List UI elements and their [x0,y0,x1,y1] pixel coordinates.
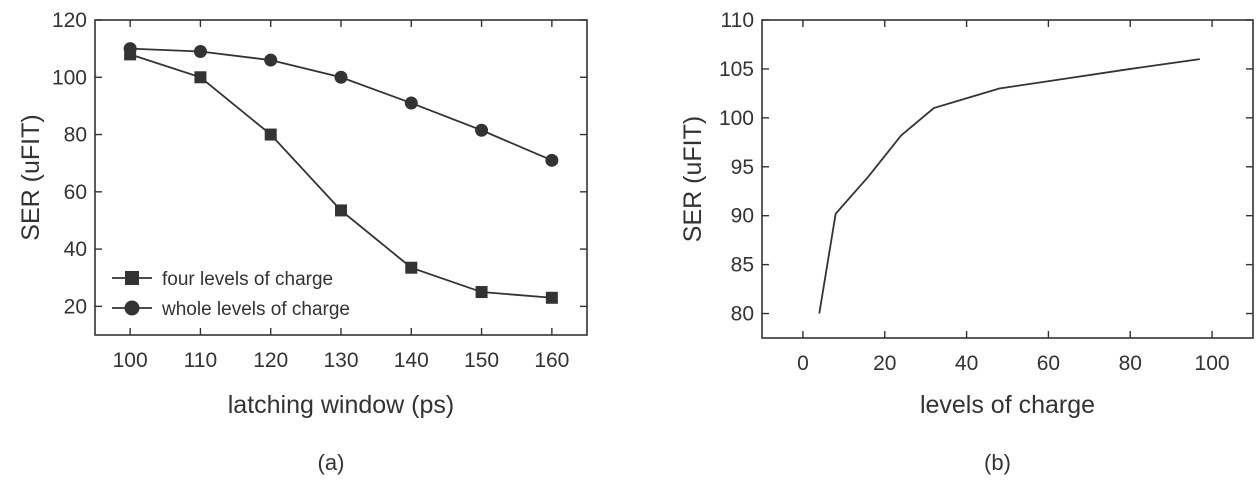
chart-b-y-tick-label: 110 [721,9,754,32]
chart-a-y-tick-label: 100 [52,66,87,89]
chart-a-point-square [264,128,277,141]
chart-b-y-tick-label: 95 [731,156,754,179]
chart-a-x-tick-label: 160 [534,349,569,372]
chart-b-y-tick-label: 80 [731,303,754,326]
chart-a-point-square [335,204,347,217]
chart-b-y-tick-label: 85 [731,254,754,277]
chart-a-point-circle [193,45,207,58]
chart-b: 0 20 40 60 80 100 80 85 90 95 100 105 110 levels of c… [679,9,1254,475]
chart-a-y-tick-label: 40 [64,238,87,261]
chart-a-x-tick-label: 120 [253,349,288,372]
chart-b-y-tick-label: 90 [731,205,754,228]
chart-b-series-line-0 [818,58,1200,314]
chart-a-x-tick-label: 100 [113,349,148,372]
chart-a-point-circle [545,153,559,167]
chart-a-y-tick-label: 60 [64,181,87,204]
chart-a-point-circle [123,42,137,56]
chart-b-x-tick-label: 20 [873,352,896,375]
chart-a-series-line-0 [129,53,552,299]
chart-a-point-circle [404,96,418,110]
chart-a-x-tick-label: 140 [394,349,429,372]
chart-b-x-axis-title: levels of charge [920,391,1095,419]
chart-a-legend-label: four levels of charge [162,269,333,290]
chart-a-point-circle [334,70,348,84]
chart-b-caption: (b) [984,450,1011,475]
chart-b-plot-frame [761,19,1254,339]
chart-a-series-line-1 [130,47,553,162]
chart-b-y-tick-label: 100 [719,107,754,130]
chart-a-point-circle [475,123,489,137]
chart-a-point-square [194,71,207,84]
chart-b-x-tick-label: 40 [955,352,978,375]
chart-a-point-square [405,261,418,274]
chart-a-legend-marker-circle [124,300,140,316]
chart-a-x-tick-label: 150 [464,349,499,372]
chart-a-y-axis-title: SER (uFIT) [17,114,45,240]
chart-a: 100 110 120 130 140 150 160 20 40 60 80 100 120 latch… [17,9,588,475]
chart-a-point-circle [264,53,278,67]
chart-a-x-tick-label: 130 [323,349,358,372]
chart-a-x-axis-title: latching window (ps) [228,391,455,419]
chart-b-y-axis-title: SER (uFIT) [679,116,707,242]
chart-a-y-tick-label: 20 [64,295,87,318]
chart-a-legend-label: whole levels of charge [161,299,350,320]
chart-b-x-tick-label: 60 [1037,352,1060,375]
chart-b-x-tick-label: 100 [1195,352,1230,375]
chart-b-x-tick-label: 0 [797,352,809,375]
chart-a-point-square [545,291,558,304]
chart-b-x-tick-label: 80 [1119,352,1142,375]
chart-a-point-square [475,286,488,299]
chart-b-y-tick-label: 105 [719,58,754,81]
chart-a-legend-marker-square [125,271,139,285]
chart-a-y-tick-label: 80 [64,124,87,147]
chart-a-caption: (a) [318,450,345,475]
chart-a-y-tick-label: 120 [52,9,87,32]
chart-a-x-tick-label: 110 [184,349,217,372]
